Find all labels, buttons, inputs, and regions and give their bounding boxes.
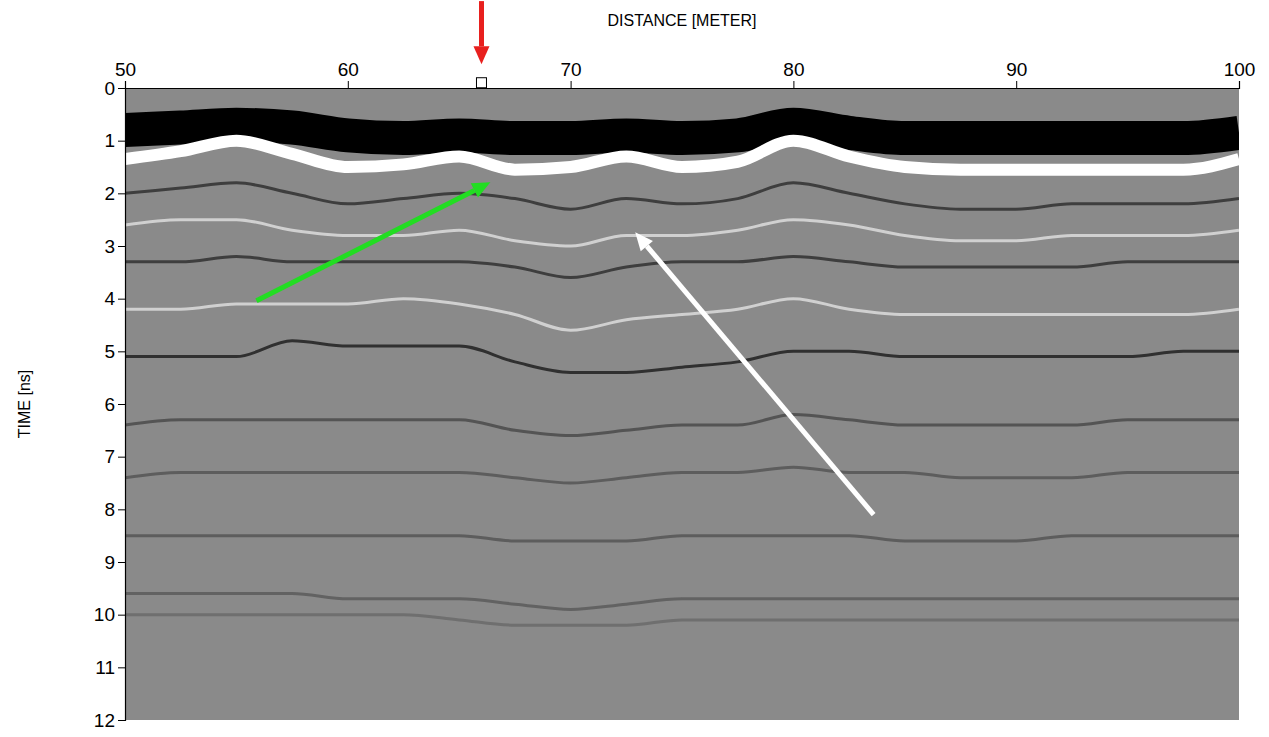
reflector-line: [125, 257, 1239, 278]
x-tick-mark: [1016, 81, 1017, 88]
y-tick: 11: [95, 657, 125, 678]
y-tick-mark: [118, 351, 125, 352]
y-tick: 8: [104, 499, 125, 520]
x-tick: 60: [338, 59, 359, 88]
y-tick: 6: [104, 394, 125, 415]
x-axis-title: DISTANCE [METER]: [607, 12, 756, 29]
y-tick-mark: [118, 299, 125, 300]
y-tick-label: 8: [104, 499, 115, 520]
y-tick-label: 7: [104, 446, 115, 467]
annotations: [256, 1, 873, 515]
arrow: [256, 182, 490, 300]
y-tick: 2: [104, 183, 125, 204]
reflector-line: [125, 467, 1239, 483]
y-tick-mark: [118, 457, 125, 458]
y-tick: 0: [104, 78, 125, 99]
x-tick-label: 70: [561, 59, 582, 80]
arrow: [635, 232, 873, 514]
y-tick-label: 6: [104, 394, 115, 415]
reflector-line: [125, 341, 1239, 373]
x-tick: 70: [561, 59, 582, 88]
y-tick: 3: [104, 236, 125, 257]
y-tick-mark: [118, 246, 125, 247]
y-tick-mark: [118, 404, 125, 405]
trace-marker: [476, 78, 486, 88]
reflector-line: [125, 415, 1239, 436]
y-tick-label: 11: [95, 657, 115, 678]
y-tick: 9: [104, 552, 125, 573]
x-tick-mark: [793, 81, 794, 88]
y-tick-label: 5: [104, 341, 115, 362]
x-tick-label: 80: [783, 59, 804, 80]
x-axis: 50 60 70 80 90 100: [115, 59, 1255, 88]
x-tick-label: 50: [115, 59, 136, 80]
x-tick: 50: [115, 59, 136, 88]
y-tick-label: 0: [104, 78, 115, 99]
x-tick: 90: [1006, 59, 1027, 88]
reflector-line: [125, 125, 1239, 138]
y-tick-mark: [118, 720, 125, 721]
y-tick-mark: [118, 667, 125, 668]
y-tick-label: 2: [104, 183, 115, 204]
y-tick: 5: [104, 341, 125, 362]
y-tick: 7: [104, 446, 125, 467]
y-tick-label: 9: [104, 552, 115, 573]
plot: 50607080901000123456789101112: [94, 1, 1255, 730]
reflector-line: [125, 220, 1239, 246]
y-tick-label: 3: [104, 236, 115, 257]
reflector-line: [125, 183, 1239, 209]
x-tick-mark: [571, 81, 572, 88]
y-tick-label: 4: [104, 288, 115, 309]
x-tick-mark: [1239, 81, 1240, 88]
arrow-shaft: [647, 246, 874, 515]
reflector-line: [125, 299, 1239, 331]
reflector-line: [125, 536, 1239, 541]
y-tick: 4: [104, 288, 125, 309]
reflector-line: [125, 141, 1239, 170]
reflector-line: [125, 594, 1239, 610]
arrow-head: [473, 46, 489, 64]
y-tick-mark: [118, 615, 125, 616]
y-tick-label: 12: [94, 710, 115, 731]
y-tick-mark: [118, 193, 125, 194]
y-axis-line: [118, 89, 126, 721]
arrow-shaft: [479, 1, 484, 46]
arrow-head: [471, 182, 491, 197]
y-tick-mark: [118, 141, 125, 142]
y-tick-mark: [118, 88, 125, 89]
x-tick: 100: [1224, 59, 1256, 88]
x-tick: 80: [783, 59, 804, 88]
x-tick-mark: [348, 81, 349, 88]
y-tick: 1: [104, 130, 125, 151]
x-tick-label: 90: [1006, 59, 1027, 80]
y-tick-mark: [118, 562, 125, 563]
arrow-head: [635, 232, 653, 251]
arrow: [473, 1, 489, 64]
x-axis-line: [126, 81, 1240, 89]
plot-background: [125, 88, 1239, 720]
y-tick-mark: [118, 509, 125, 510]
y-tick: 10: [94, 604, 125, 625]
reflectors: [125, 125, 1239, 625]
chart: 50607080901000123456789101112DISTANCE [M…: [0, 0, 1269, 737]
x-tick-label: 100: [1224, 59, 1256, 80]
x-tick-label: 60: [338, 59, 359, 80]
reflector-line: [125, 615, 1239, 626]
x-tick-mark: [125, 81, 126, 88]
y-tick-label: 1: [104, 130, 115, 151]
y-tick-label: 10: [94, 604, 115, 625]
y-tick: 12: [94, 710, 125, 731]
y-axis-title: TIME [ns]: [16, 370, 33, 438]
arrow-shaft: [256, 190, 474, 300]
y-axis: 0123456789101112: [94, 78, 126, 731]
